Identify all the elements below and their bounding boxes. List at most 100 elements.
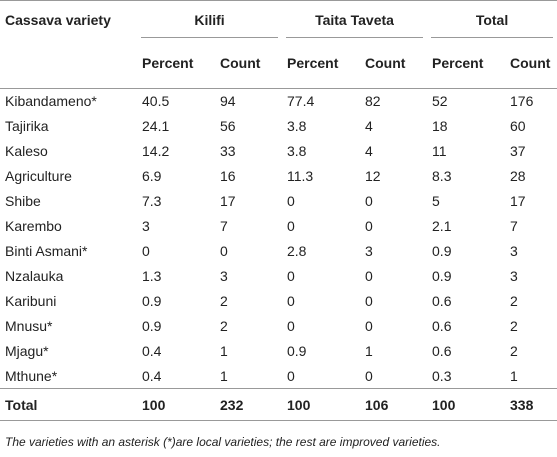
table-cell: 3 bbox=[510, 268, 518, 284]
table-cell: 17 bbox=[220, 193, 236, 209]
subheader-cell: Percent bbox=[427, 38, 506, 89]
table-cell: 1 bbox=[220, 343, 228, 359]
table-cell: Total bbox=[0, 388, 137, 421]
group-header: Taita Taveta bbox=[282, 1, 427, 39]
table-row: Shibe 7.3 17 0 0 5 17 bbox=[0, 189, 557, 214]
table-cell: 6.9 bbox=[142, 168, 162, 184]
table-cell: 8.3 bbox=[432, 168, 452, 184]
subheader-cell: Percent bbox=[282, 38, 360, 89]
table-row: Mnusu* 0.9 2 0 0 0.6 2 bbox=[0, 314, 557, 339]
table-cell: 11 bbox=[432, 143, 447, 159]
table-cell: 0 bbox=[287, 293, 295, 309]
table-cell: 94 bbox=[220, 93, 236, 110]
table-cell: Kaleso bbox=[5, 143, 48, 159]
table-cell: 106 bbox=[360, 388, 428, 421]
table-cell: 56 bbox=[220, 118, 236, 134]
table-cell: 3 bbox=[142, 218, 150, 234]
table-cell: 100 bbox=[282, 388, 360, 421]
table-row: Tajirika 24.1 56 3.8 4 18 60 bbox=[0, 114, 557, 139]
table-row: Mthune* 0.4 1 0 0 0.3 1 bbox=[0, 364, 557, 389]
table-cell: 28 bbox=[510, 168, 526, 184]
table-cell: 0 bbox=[365, 268, 373, 284]
table-cell: 1 bbox=[510, 367, 518, 384]
table-cell: 3.8 bbox=[287, 143, 307, 159]
subheader-cell: Count bbox=[215, 38, 282, 89]
table-cell: 12 bbox=[365, 168, 381, 184]
table-row: Kaleso 14.2 33 3.8 4 11 37 bbox=[0, 139, 557, 164]
table-cell: 40.5 bbox=[142, 93, 170, 110]
table-cell: 0.4 bbox=[142, 367, 162, 384]
table-cell: 2.1 bbox=[432, 218, 452, 234]
table-cell: 5 bbox=[432, 193, 440, 209]
table-cell: 1 bbox=[220, 367, 228, 384]
table-cell: 3 bbox=[510, 243, 518, 259]
table-cell: Binti Asmani* bbox=[5, 243, 88, 259]
data-table: Cassava variety Kilifi Taita Taveta Tota… bbox=[0, 0, 557, 421]
table-cell: 24.1 bbox=[142, 118, 170, 134]
subheader-row: Percent Count Percent Count Percent Count bbox=[0, 38, 557, 89]
table-cell: 0 bbox=[365, 293, 373, 309]
table-cell: Kibandameno* bbox=[5, 93, 97, 110]
table-cell: 16 bbox=[220, 168, 236, 184]
table-row: Nzalauka 1.3 3 0 0 0.9 3 bbox=[0, 264, 557, 289]
table-cell: Nzalauka bbox=[5, 268, 64, 284]
table-cell: 3 bbox=[220, 268, 228, 284]
table-body: Kibandameno* 40.5 94 77.4 82 52 176 Tajirika 24.… bbox=[0, 89, 557, 421]
total-row: Total 100 232 100 106 100 338 bbox=[0, 388, 557, 421]
table-cell: Shibe bbox=[5, 193, 41, 209]
table-row: Agriculture 6.9 16 11.3 12 8.3 28 bbox=[0, 164, 557, 189]
table-cell: Mjagu* bbox=[5, 343, 49, 359]
table-cell: 2 bbox=[510, 293, 518, 309]
table-cell: 82 bbox=[365, 93, 381, 110]
table-cell: 11.3 bbox=[287, 168, 314, 184]
group-label: Taita Taveta bbox=[286, 2, 424, 38]
table-cell: 3.8 bbox=[287, 118, 307, 134]
table-cell: 1.3 bbox=[142, 268, 162, 284]
table-cell: 0 bbox=[365, 367, 373, 384]
table-cell: 0 bbox=[220, 243, 228, 259]
table-cell: 7.3 bbox=[142, 193, 162, 209]
header-cell bbox=[0, 38, 137, 89]
table-row: Binti Asmani* 0 0 2.8 3 0.9 3 bbox=[0, 239, 557, 264]
table-cell: 18 bbox=[432, 118, 448, 134]
table-cell: 0 bbox=[287, 268, 295, 284]
table-cell: 100 bbox=[137, 388, 215, 421]
table-cell: 37 bbox=[510, 143, 526, 159]
table-cell: 0.9 bbox=[142, 318, 162, 334]
table-cell: 0 bbox=[287, 193, 295, 209]
table-cell: 0 bbox=[287, 318, 295, 334]
table-cell: 7 bbox=[510, 218, 518, 234]
table-cell: 0.3 bbox=[432, 367, 452, 384]
table-cell: Mthune* bbox=[5, 367, 58, 384]
table-cell: Karibuni bbox=[5, 293, 57, 309]
table-cell: 0.9 bbox=[287, 343, 307, 359]
table-cell: 1 bbox=[365, 343, 373, 359]
table-cell: 60 bbox=[510, 118, 526, 134]
table-cell: 14.2 bbox=[142, 143, 170, 159]
table-cell: 100 bbox=[427, 388, 506, 421]
table-cell: 0.6 bbox=[432, 318, 452, 334]
table-cell: 2 bbox=[220, 293, 228, 309]
table-cell: 3 bbox=[365, 243, 373, 259]
table-cell: 0.9 bbox=[142, 293, 162, 309]
table-row: Kibandameno* 40.5 94 77.4 82 52 176 bbox=[0, 89, 557, 114]
table-row: Mjagu* 0.4 1 0.9 1 0.6 2 bbox=[0, 339, 557, 364]
table-cell: 0.9 bbox=[432, 268, 452, 284]
footnote: The varieties with an asterisk (*)are lo… bbox=[5, 435, 441, 449]
table-cell: 17 bbox=[510, 193, 526, 209]
table-cell: 0 bbox=[365, 193, 373, 209]
table-cell: 0 bbox=[365, 318, 373, 334]
subheader-cell: Count bbox=[360, 38, 428, 89]
table-cell: 52 bbox=[432, 93, 448, 110]
header-cell: Cassava variety bbox=[5, 11, 111, 28]
group-label: Total bbox=[431, 2, 554, 38]
table-cell: 0.6 bbox=[432, 293, 452, 309]
table-cell: 0 bbox=[287, 367, 295, 384]
table-cell: 2 bbox=[510, 343, 518, 359]
table-row: Karibuni 0.9 2 0 0 0.6 2 bbox=[0, 289, 557, 314]
table-cell: 7 bbox=[220, 218, 228, 234]
table-cell: 4 bbox=[365, 118, 373, 134]
table-cell: 0.6 bbox=[432, 343, 452, 359]
table-cell: 232 bbox=[215, 388, 282, 421]
